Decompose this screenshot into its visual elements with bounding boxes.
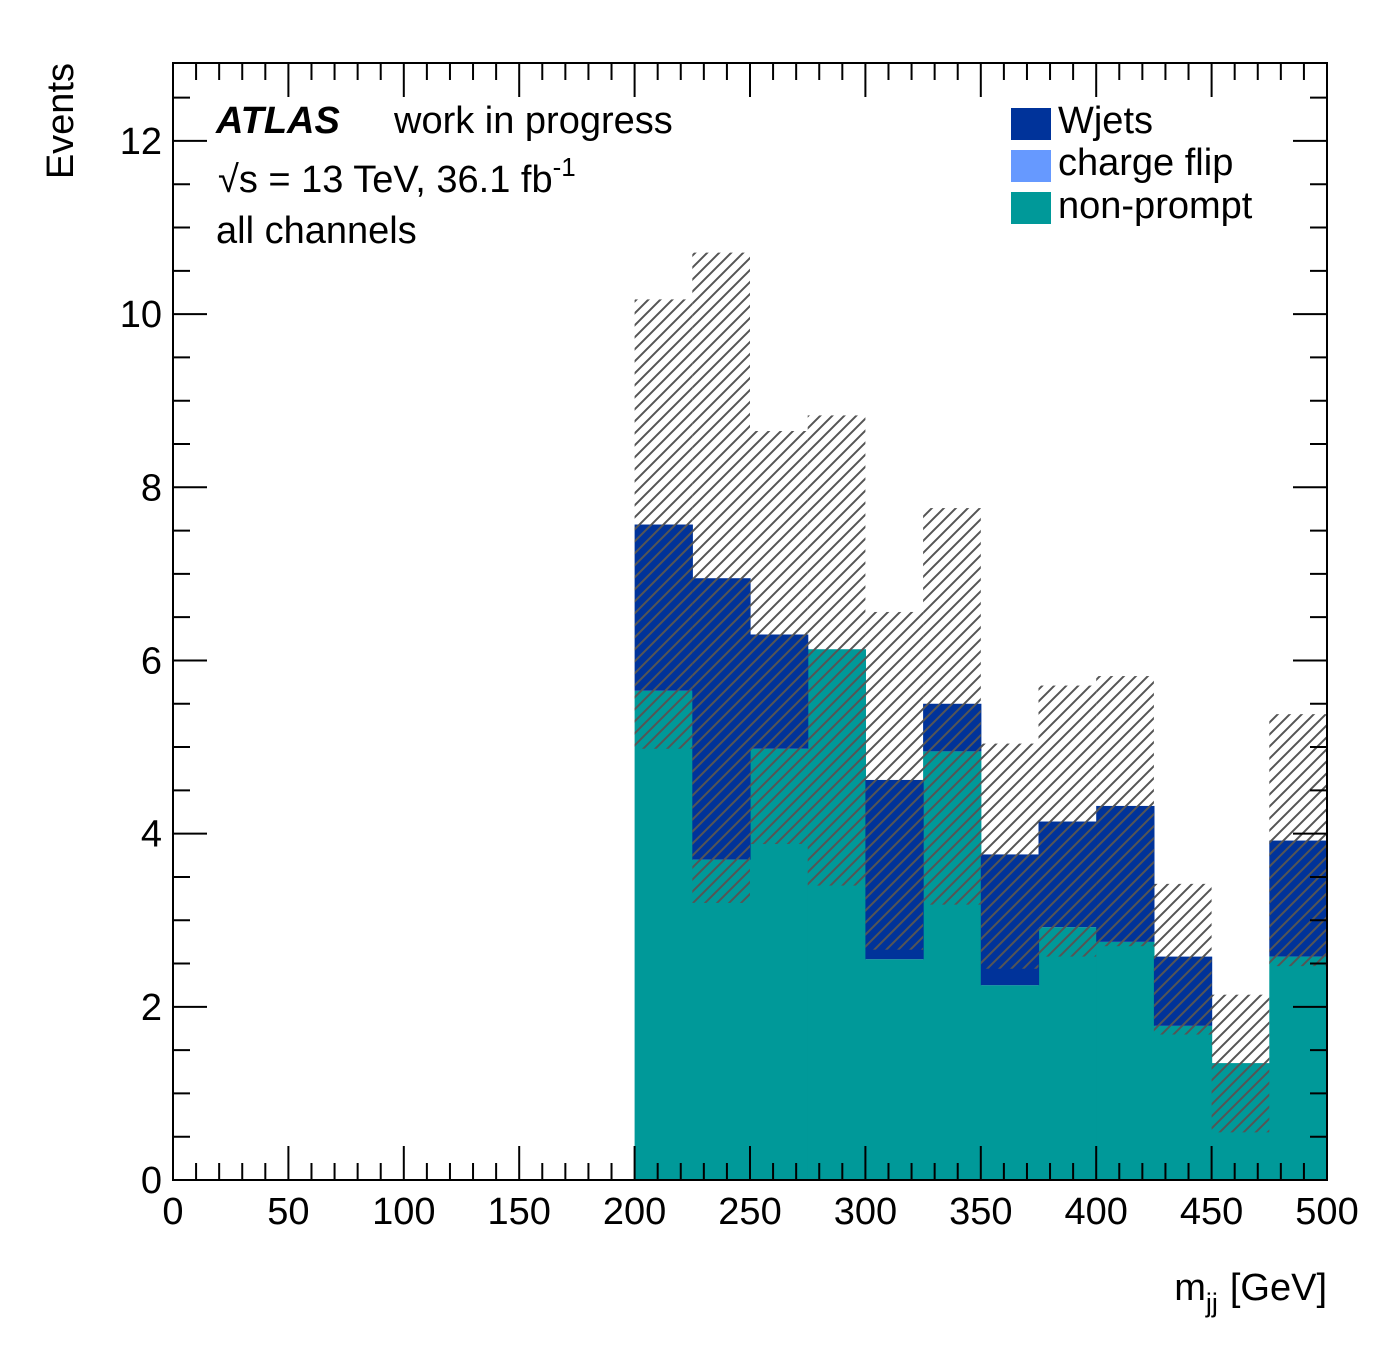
bar-non-prompt-bin-7 [1038,927,1097,1180]
y-tick-label: 6 [141,640,162,682]
channel-label: all channels [216,210,417,252]
uncertainty-bin-6 [980,743,1039,969]
legend-swatch-wjets [1011,108,1051,140]
legend-label-non-prompt: non-prompt [1058,185,1253,227]
uncertainty-bin-8 [1096,676,1154,947]
uncertainty-bin-9 [1153,883,1212,1035]
x-tick-label: 150 [487,1191,550,1233]
uncertainty-bin-1 [692,252,750,903]
x-axis-label: mjj [GeV] [1174,1267,1327,1318]
x-axis-label-main: m [1174,1267,1206,1309]
legend-label-wjets: Wjets [1058,100,1153,142]
bar-non-prompt-bin-6 [980,985,1040,1180]
uncertainty-band [634,252,1327,1133]
bar-non-prompt-bin-4 [865,959,924,1180]
x-tick-label: 50 [267,1191,309,1233]
uncertainty-bin-10 [1211,994,1270,1133]
y-tick-label: 2 [141,987,162,1029]
bar-non-prompt-bin-11 [1269,956,1328,1180]
uncertainty-bin-2 [750,431,808,845]
uncertainty-bin-11 [1269,714,1327,967]
x-tick-label: 300 [834,1191,897,1233]
bar-non-prompt-bin-1 [692,859,751,1180]
bar-non-prompt-bin-8 [1096,941,1155,1180]
uncertainty-bin-5 [923,508,981,905]
legend-swatch-non-prompt [1011,192,1051,224]
x-tick-label: 100 [372,1191,435,1233]
y-axis-label: Events [40,63,82,179]
x-tick-label: 400 [1064,1191,1127,1233]
x-tick-label: 250 [718,1191,781,1233]
legend-swatch-charge-flip [1011,150,1051,182]
bar-non-prompt-bin-0 [634,690,693,1180]
uncertainty-bin-0 [634,299,693,749]
y-tick-label: 8 [141,467,162,509]
x-tick-label: 200 [603,1191,666,1233]
y-tick-label: 10 [120,294,162,336]
y-tick-label: 4 [141,814,162,856]
y-tick-labels: 0 2 4 6 8 10 12 [120,121,162,1202]
x-tick-label: 350 [949,1191,1012,1233]
uncertainty-bin-3 [807,415,866,886]
energy-lumi-label: √s = 13 TeV, 36.1 fb-1 [218,152,576,201]
x-axis-label-sub: jj [1205,1288,1218,1318]
status-label: work in progress [393,100,673,142]
x-axis-label-unit: [GeV] [1230,1267,1327,1309]
legend: Wjets charge flip non-prompt [1011,100,1253,227]
uncertainty-bin-4 [865,611,924,950]
uncertainty-bin-7 [1038,685,1097,957]
axis-ticks [172,63,1328,1181]
energy-lumi-text: √s = 13 TeV, 36.1 fb [218,159,553,201]
x-tick-label: 0 [162,1191,183,1233]
y-tick-label: 0 [141,1160,162,1202]
bar-non-prompt-bin-9 [1153,1025,1213,1180]
atlas-label: ATLAS [215,100,340,142]
x-tick-label: 500 [1295,1191,1358,1233]
x-tick-labels: 0 50 100 150 200 250 300 350 400 450 500 [162,1191,1358,1233]
energy-lumi-superscript: -1 [553,152,576,182]
y-tick-label: 12 [120,121,162,163]
x-tick-label: 450 [1180,1191,1243,1233]
legend-label-charge-flip: charge flip [1058,142,1233,184]
